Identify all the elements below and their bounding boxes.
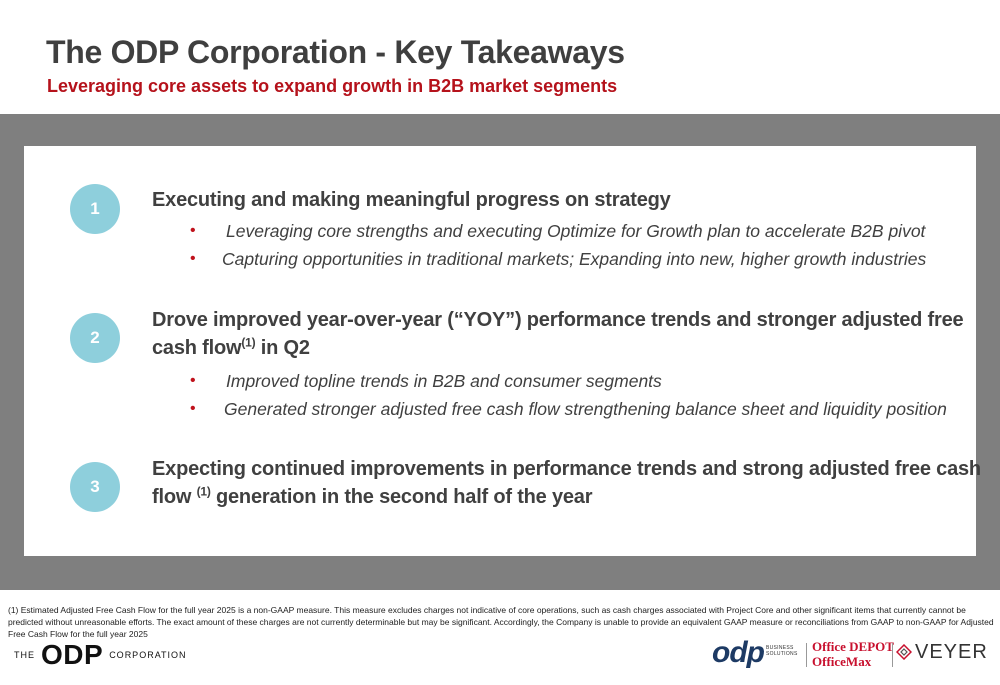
veyer-logo: VEYER xyxy=(896,641,988,663)
slide-title: The ODP Corporation - Key Takeaways xyxy=(46,34,625,70)
takeaway-3-heading-line-2: flow (1) generation in the second half o… xyxy=(152,483,981,511)
number-badge-3: 3 xyxy=(70,462,120,512)
takeaway-1-bullet-2: Capturing opportunities in traditional m… xyxy=(222,249,927,269)
number-badge-1: 1 xyxy=(70,184,120,234)
heading-text: flow xyxy=(152,486,197,508)
takeaway-3-heading: Expecting continued improvements in perf… xyxy=(152,455,981,511)
logo-corporation: CORPORATION xyxy=(109,650,187,660)
takeaway-3-heading-line-1: Expecting continued improvements in perf… xyxy=(152,458,981,480)
number-badge-2: 2 xyxy=(70,313,120,363)
heading-text: in Q2 xyxy=(255,337,310,359)
veyer-wordmark: VEYER xyxy=(915,641,988,663)
slide-subtitle: Leveraging core assets to expand growth … xyxy=(47,76,618,96)
takeaway-1-bullet-1: Leveraging core strengths and executing … xyxy=(226,221,926,241)
takeaway-2-heading-line-1: Drove improved year-over-year (“YOY”) pe… xyxy=(152,309,964,331)
takeaway-2-heading: Drove improved year-over-year (“YOY”) pe… xyxy=(152,306,964,362)
logo-divider xyxy=(806,643,807,667)
takeaway-1-heading: Executing and making meaningful progress… xyxy=(152,189,671,211)
footnote-ref: (1) xyxy=(241,335,256,350)
office-depot-logo: Office DEPOT xyxy=(812,639,894,654)
odp-corporation-logo: THE ODP CORPORATION xyxy=(14,641,187,669)
takeaways-panel xyxy=(24,146,976,556)
takeaway-2-heading-line-2: cash flow(1) in Q2 xyxy=(152,334,963,362)
heading-text: generation in the second half of the yea… xyxy=(210,486,593,508)
footnote-ref: (1) xyxy=(196,484,211,499)
takeaway-2-bullet-2: Generated stronger adjusted free cash fl… xyxy=(224,399,947,419)
bullet-marker: • xyxy=(190,222,196,239)
bullet-marker: • xyxy=(190,372,196,389)
odp-business-solutions-logo: odp xyxy=(712,636,765,669)
logo-divider xyxy=(892,643,893,667)
takeaway-2-bullet-1: Improved topline trends in B2B and consu… xyxy=(226,371,662,391)
heading-text: cash flow xyxy=(152,337,242,359)
footnote: (1) Estimated Adjusted Free Cash Flow fo… xyxy=(8,605,994,639)
logo-odp: ODP xyxy=(41,639,104,670)
odp-business-solutions-sub: BUSINESS SOLUTIONS xyxy=(766,645,798,657)
bullet-marker: • xyxy=(190,400,196,417)
veyer-diamond-icon xyxy=(896,644,912,660)
bullet-marker: • xyxy=(190,250,196,267)
logo-the: THE xyxy=(14,650,35,660)
officemax-logo: OfficeMax xyxy=(812,654,872,669)
